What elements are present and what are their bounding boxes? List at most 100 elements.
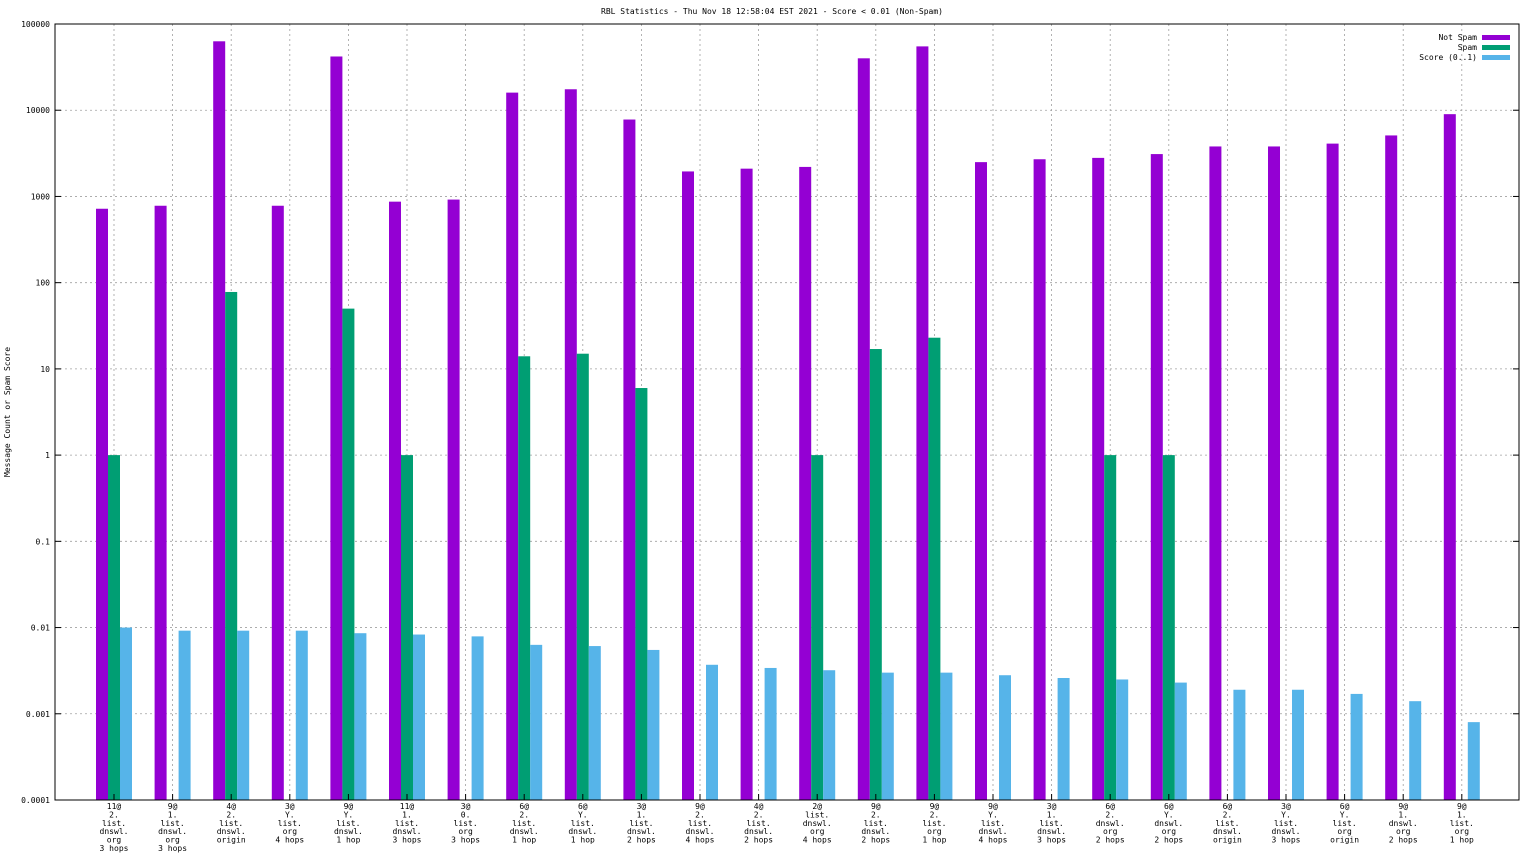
x-tick-label-line: origin [1213,836,1242,845]
bar-spam [928,337,941,800]
x-tick-label: 11@ 1. list. dnswl. 3 hops [393,802,422,845]
x-tick-label: 4@ 2. list. dnswl. 2 hops [744,802,773,845]
bar-not-spam [564,89,577,800]
x-tick-label-line: 9@ [988,802,998,811]
x-tick-label-line: dnswl. [1037,827,1066,836]
bar-spam [1162,455,1175,800]
x-tick-label-line: dnswl. [1154,819,1183,828]
x-tick-label-line: 11@ [400,802,415,811]
x-tick-label-line: list. [512,819,536,828]
legend-swatch [1482,55,1510,60]
bar-score-0-1 [1174,682,1187,800]
x-tick-label-line: Y. [1164,810,1174,819]
x-tick-label: 9@ Y. list. dnswl. 4 hops [979,802,1008,845]
x-tick-label: 9@ 1. dnswl. org 2 hops [1389,802,1418,845]
bar-not-spam [1092,157,1105,801]
bar-not-spam [447,199,460,800]
x-tick-label-line: dnswl. [803,819,832,828]
x-tick-label-line: org [458,827,473,836]
bar-not-spam [1443,114,1456,800]
x-tick-label-line: 1 hop [512,836,536,845]
bar-not-spam [799,166,812,801]
bar-spam [1104,455,1117,800]
bar-score-0-1 [588,646,601,800]
x-tick-label-line: dnswl. [510,827,539,836]
x-tick-label-line: 3 hops [451,836,480,845]
x-tick-label-line: 9@ [871,802,881,811]
x-tick-label-line: dnswl. [627,827,656,836]
x-tick-label-line: list. [805,810,829,819]
x-tick-label-line: 2. [871,810,881,819]
bar-score-0-1 [764,667,777,800]
x-tick-label-line: dnswl. [744,827,773,836]
x-tick-label-line: 4@ [754,802,764,811]
x-tick-label-line: 4@ [226,802,236,811]
x-tick-label: 3@ 1. list. dnswl. 2 hops [627,802,656,845]
bar-score-0-1 [999,675,1011,800]
bar-not-spam [506,92,519,800]
x-tick-label-line: list. [161,819,185,828]
y-ticks: 0.0001 0.001 0.01 0.1 1 10 100 1000 10000 100000 [21,20,1519,805]
y-tick-label: 0.0001 [21,796,50,805]
legend-swatch [1482,35,1510,40]
x-tick-label: 9@ Y. list. dnswl. 1 hop [334,802,363,845]
x-tick-label-line: 2 hops [1389,836,1418,845]
bar-score-0-1 [295,630,308,800]
x-tick-label-line: org [1103,827,1118,836]
y-tick-label: 1000 [31,192,50,201]
x-tick-label-line: dnswl. [158,827,187,836]
bar-not-spam [857,58,870,800]
x-tick-label-line: 6@ [1164,802,1174,811]
x-tick-label-line: 2@ [812,802,822,811]
x-tick-label: 11@ 2. list. dnswl. org 3 hops [100,802,129,853]
x-tick-label-line: 4 hops [686,836,715,845]
bar-spam [635,388,648,800]
x-tick-label-line: 1. [637,810,647,819]
y-tick-label: 0.001 [26,710,50,719]
x-tick-label-line: org [1337,827,1352,836]
x-tick-label-line: 4 hops [275,836,304,845]
x-tick-label-line: list. [454,819,478,828]
x-tick-label: 6@ Y. dnswl. org 2 hops [1154,802,1183,845]
x-tick-label-line: 2. [1105,810,1115,819]
bar-spam [518,356,531,800]
bar-score-0-1 [1233,689,1246,800]
x-tick-label: 6@ 2. list. dnswl. origin [1213,802,1242,845]
bar-score-0-1 [1409,701,1422,800]
bar-score-0-1 [354,633,367,800]
x-tick-label-line: list. [864,819,888,828]
bar-spam [342,308,355,800]
plot-frame [54,23,1520,801]
x-tick-label-line: list. [102,819,126,828]
x-tick-label-line: list. [747,819,771,828]
x-tick-label-line: org [927,827,942,836]
x-tick-label-line: 1. [402,810,412,819]
bar-not-spam [975,162,987,800]
bar-spam [401,455,413,800]
x-tick-label-line: 6@ [519,802,529,811]
y-tick-label: 10 [40,365,50,374]
y-axis-label: Message Count or Spam Score [3,347,12,477]
x-tick-label-line: Y. [1281,810,1291,819]
x-tick-label-line: dnswl. [979,827,1008,836]
bar-not-spam [213,41,226,800]
bar-not-spam [1209,146,1222,800]
x-tick-label-line: 2 hops [744,836,773,845]
x-tick-label-line: 11@ [107,802,122,811]
x-tick-label-line: 2. [754,810,764,819]
bar-spam [576,353,589,800]
x-tick-label-line: list. [571,819,595,828]
x-tick-label-line: 6@ [1105,802,1115,811]
x-tick-label-line: dnswl. [217,827,246,836]
bar-score-0-1 [706,664,718,800]
x-tick-label-line: dnswl. [1272,827,1301,836]
x-tick-label-line: 6@ [1223,802,1233,811]
bar-not-spam [1385,135,1398,801]
x-tick-label: 3@ 0. list. org 3 hops [451,802,480,845]
bar-score-0-1 [530,644,543,800]
bar-spam [811,455,824,800]
bar-spam [225,291,238,800]
x-tick-label-line: 2. [695,810,705,819]
